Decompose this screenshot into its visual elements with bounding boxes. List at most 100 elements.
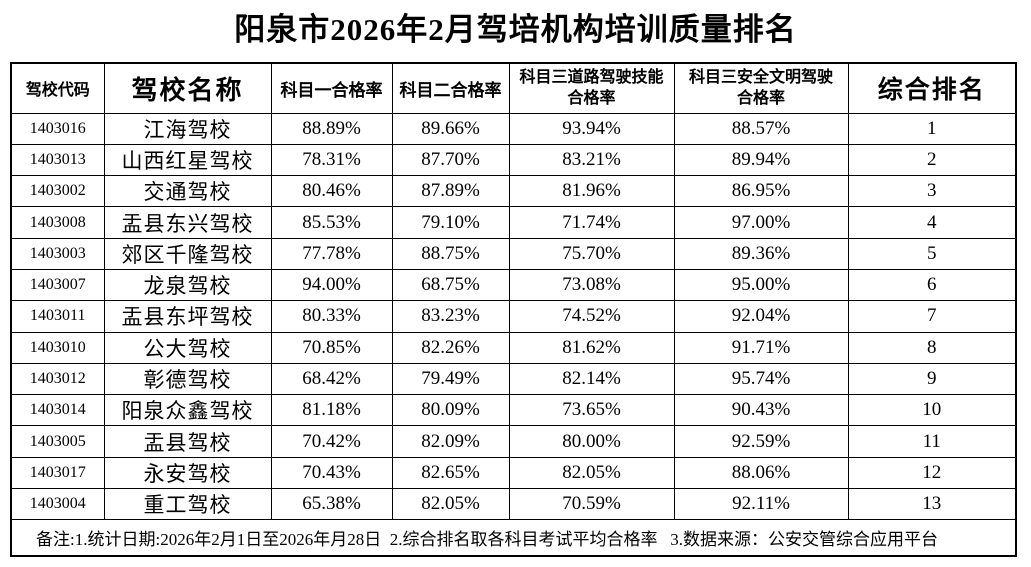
column-header-subject3-safe-driving-pass-rate: 科目三安全文明驾驶 合格率 bbox=[673, 62, 849, 114]
subject3-road-pass-rate-cell: 93.94% bbox=[508, 112, 675, 145]
school-name-cell: 永安驾校 bbox=[103, 456, 272, 490]
subject2-pass-rate-cell: 89.66% bbox=[391, 112, 510, 145]
subject2-pass-rate-cell: 83.23% bbox=[391, 300, 510, 333]
overall-rank-cell: 8 bbox=[847, 331, 1017, 364]
subject2-pass-rate-cell: 82.65% bbox=[391, 456, 510, 490]
subject3-safe-pass-rate-cell: 91.71% bbox=[673, 331, 849, 364]
school-name-cell: 郊区千隆驾校 bbox=[103, 237, 272, 270]
subject3-safe-pass-rate-cell: 97.00% bbox=[673, 206, 849, 239]
column-header-school-name: 驾校名称 bbox=[103, 62, 272, 114]
subject1-pass-rate-cell: 65.38% bbox=[270, 488, 393, 521]
table-row: 1403013 山西红星驾校 78.31% 87.70% 83.21% 89.94% 2 bbox=[10, 143, 1017, 177]
overall-rank-cell: 4 bbox=[847, 206, 1017, 239]
subject1-pass-rate-cell: 77.78% bbox=[270, 237, 393, 270]
subject1-pass-rate-cell: 85.53% bbox=[270, 206, 393, 239]
subject1-pass-rate-cell: 70.42% bbox=[270, 425, 393, 458]
subject1-pass-rate-cell: 94.00% bbox=[270, 268, 393, 302]
school-code-cell: 1403017 bbox=[10, 456, 105, 490]
subject3-safe-pass-rate-cell: 88.57% bbox=[673, 112, 849, 145]
table-row: 1403017 永安驾校 70.43% 82.65% 82.05% 88.06% 12 bbox=[10, 456, 1017, 490]
overall-rank-cell: 7 bbox=[847, 300, 1017, 333]
subject1-pass-rate-cell: 68.42% bbox=[270, 362, 393, 396]
subject2-pass-rate-cell: 80.09% bbox=[391, 394, 510, 427]
school-name-cell: 盂县东兴驾校 bbox=[103, 206, 272, 239]
overall-rank-cell: 11 bbox=[847, 425, 1017, 458]
school-name-cell: 重工驾校 bbox=[103, 488, 272, 521]
table-row: 1403014 阳泉众鑫驾校 81.18% 80.09% 73.65% 90.43% 10 bbox=[10, 394, 1017, 427]
overall-rank-cell: 12 bbox=[847, 456, 1017, 490]
school-name-cell: 江海驾校 bbox=[103, 112, 272, 145]
overall-rank-cell: 1 bbox=[847, 112, 1017, 145]
subject3-road-pass-rate-cell: 71.74% bbox=[508, 206, 675, 239]
school-name-cell: 龙泉驾校 bbox=[103, 268, 272, 302]
table-row: 1403012 彰德驾校 68.42% 79.49% 82.14% 95.74% 9 bbox=[10, 362, 1017, 396]
subject3-safe-pass-rate-cell: 90.43% bbox=[673, 394, 849, 427]
subject2-pass-rate-cell: 88.75% bbox=[391, 237, 510, 270]
subject3-safe-pass-rate-cell: 86.95% bbox=[673, 175, 849, 208]
school-code-cell: 1403014 bbox=[10, 394, 105, 427]
note-row: 备注:1.统计日期:2026年2月1日至2026年月28日 2.综合排名取各科目… bbox=[10, 519, 1017, 557]
subject1-pass-rate-cell: 70.85% bbox=[270, 331, 393, 364]
subject3-road-pass-rate-cell: 81.96% bbox=[508, 175, 675, 208]
table-row: 1403002 交通驾校 80.46% 87.89% 81.96% 86.95% 3 bbox=[10, 175, 1017, 208]
column-header-subject2-pass-rate: 科目二合格率 bbox=[391, 62, 510, 114]
subject2-pass-rate-cell: 79.49% bbox=[391, 362, 510, 396]
table-row: 1403008 盂县东兴驾校 85.53% 79.10% 71.74% 97.00% 4 bbox=[10, 206, 1017, 239]
school-name-cell: 盂县驾校 bbox=[103, 425, 272, 458]
subject3-safe-pass-rate-cell: 92.11% bbox=[673, 488, 849, 521]
subject3-road-pass-rate-cell: 70.59% bbox=[508, 488, 675, 521]
school-code-cell: 1403003 bbox=[10, 237, 105, 270]
school-code-cell: 1403011 bbox=[10, 300, 105, 333]
column-header-subject1-pass-rate: 科目一合格率 bbox=[270, 62, 393, 114]
school-code-cell: 1403004 bbox=[10, 488, 105, 521]
overall-rank-cell: 10 bbox=[847, 394, 1017, 427]
table-row: 1403016 江海驾校 88.89% 89.66% 93.94% 88.57% 1 bbox=[10, 112, 1017, 145]
subject3-safe-pass-rate-cell: 89.36% bbox=[673, 237, 849, 270]
subject3-road-pass-rate-cell: 74.52% bbox=[508, 300, 675, 333]
column-header-subject3-road-skill-pass-rate: 科目三道路驾驶技能 合格率 bbox=[508, 62, 675, 114]
subject3-safe-pass-rate-cell: 92.04% bbox=[673, 300, 849, 333]
subject3-safe-pass-rate-cell: 95.74% bbox=[673, 362, 849, 396]
school-code-cell: 1403012 bbox=[10, 362, 105, 396]
subject3-road-pass-rate-cell: 82.05% bbox=[508, 456, 675, 490]
subject1-pass-rate-cell: 70.43% bbox=[270, 456, 393, 490]
school-name-cell: 盂县东坪驾校 bbox=[103, 300, 272, 333]
table-row: 1403011 盂县东坪驾校 80.33% 83.23% 74.52% 92.04% 7 bbox=[10, 300, 1017, 333]
school-code-cell: 1403005 bbox=[10, 425, 105, 458]
table-row: 1403003 郊区千隆驾校 77.78% 88.75% 75.70% 89.36% 5 bbox=[10, 237, 1017, 270]
school-code-cell: 1403013 bbox=[10, 143, 105, 177]
subject3-road-pass-rate-cell: 80.00% bbox=[508, 425, 675, 458]
subject2-pass-rate-cell: 68.75% bbox=[391, 268, 510, 302]
overall-rank-cell: 9 bbox=[847, 362, 1017, 396]
table-row: 1403010 公大驾校 70.85% 82.26% 81.62% 91.71% 8 bbox=[10, 331, 1017, 364]
subject3-road-pass-rate-cell: 81.62% bbox=[508, 331, 675, 364]
subject3-safe-pass-rate-cell: 95.00% bbox=[673, 268, 849, 302]
table-row: 1403007 龙泉驾校 94.00% 68.75% 73.08% 95.00% 6 bbox=[10, 268, 1017, 302]
subject2-pass-rate-cell: 79.10% bbox=[391, 206, 510, 239]
page-title: 阳泉市2026年2月驾培机构培训质量排名 bbox=[234, 12, 797, 47]
subject3-road-pass-rate-cell: 82.14% bbox=[508, 362, 675, 396]
school-name-cell: 公大驾校 bbox=[103, 331, 272, 364]
ranking-table: 驾校代码 驾校名称 科目一合格率 科目二合格率 科目三道路驾驶技能 合格率 科目… bbox=[10, 62, 1017, 557]
subject2-pass-rate-cell: 82.26% bbox=[391, 331, 510, 364]
subject3-safe-pass-rate-cell: 88.06% bbox=[673, 456, 849, 490]
subject3-road-pass-rate-cell: 73.65% bbox=[508, 394, 675, 427]
subject1-pass-rate-cell: 88.89% bbox=[270, 112, 393, 145]
school-code-cell: 1403007 bbox=[10, 268, 105, 302]
subject1-pass-rate-cell: 80.33% bbox=[270, 300, 393, 333]
subject3-safe-pass-rate-cell: 92.59% bbox=[673, 425, 849, 458]
school-name-cell: 交通驾校 bbox=[103, 175, 272, 208]
subject1-pass-rate-cell: 78.31% bbox=[270, 143, 393, 177]
column-header-overall-rank: 综合排名 bbox=[847, 62, 1017, 114]
school-code-cell: 1403008 bbox=[10, 206, 105, 239]
school-code-cell: 1403016 bbox=[10, 112, 105, 145]
school-name-cell: 阳泉众鑫驾校 bbox=[103, 394, 272, 427]
overall-rank-cell: 2 bbox=[847, 143, 1017, 177]
subject1-pass-rate-cell: 81.18% bbox=[270, 394, 393, 427]
subject2-pass-rate-cell: 87.89% bbox=[391, 175, 510, 208]
subject2-pass-rate-cell: 87.70% bbox=[391, 143, 510, 177]
school-code-cell: 1403010 bbox=[10, 331, 105, 364]
subject2-pass-rate-cell: 82.09% bbox=[391, 425, 510, 458]
footer-note: 备注:1.统计日期:2026年2月1日至2026年月28日 2.综合排名取各科目… bbox=[10, 519, 1017, 557]
